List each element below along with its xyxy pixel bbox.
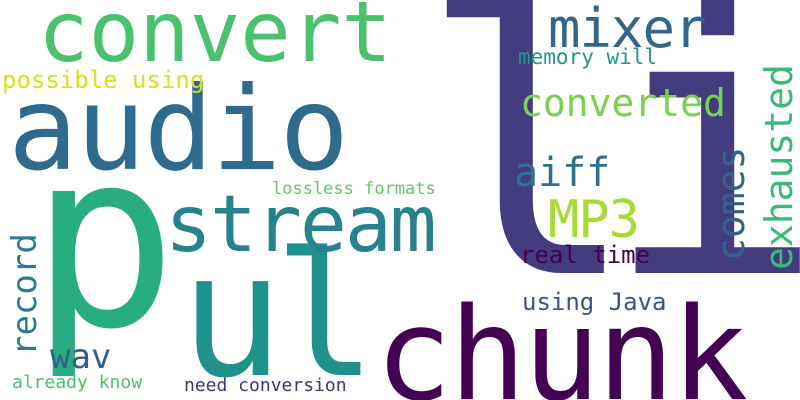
word-using-java: using Java [522,290,667,314]
word-record: record [8,233,42,356]
word-need-conversion: need conversion [184,377,347,395]
word-wav: wav [50,340,111,374]
word-lossless-formats: lossless formats [272,181,436,198]
word-convert: convert [38,0,392,74]
word-comes: comes [712,147,750,261]
word-mp3: MP3 [548,194,639,246]
word-exhausted: exhausted [760,64,798,270]
word-memory-will: memory will [518,47,657,68]
word-already-know: already know [12,374,142,392]
word-converted: converted [520,84,726,122]
word-possible-using: possible using [2,68,204,92]
word-aiff: aiff [514,153,610,193]
word-real-time: real time [520,243,650,267]
